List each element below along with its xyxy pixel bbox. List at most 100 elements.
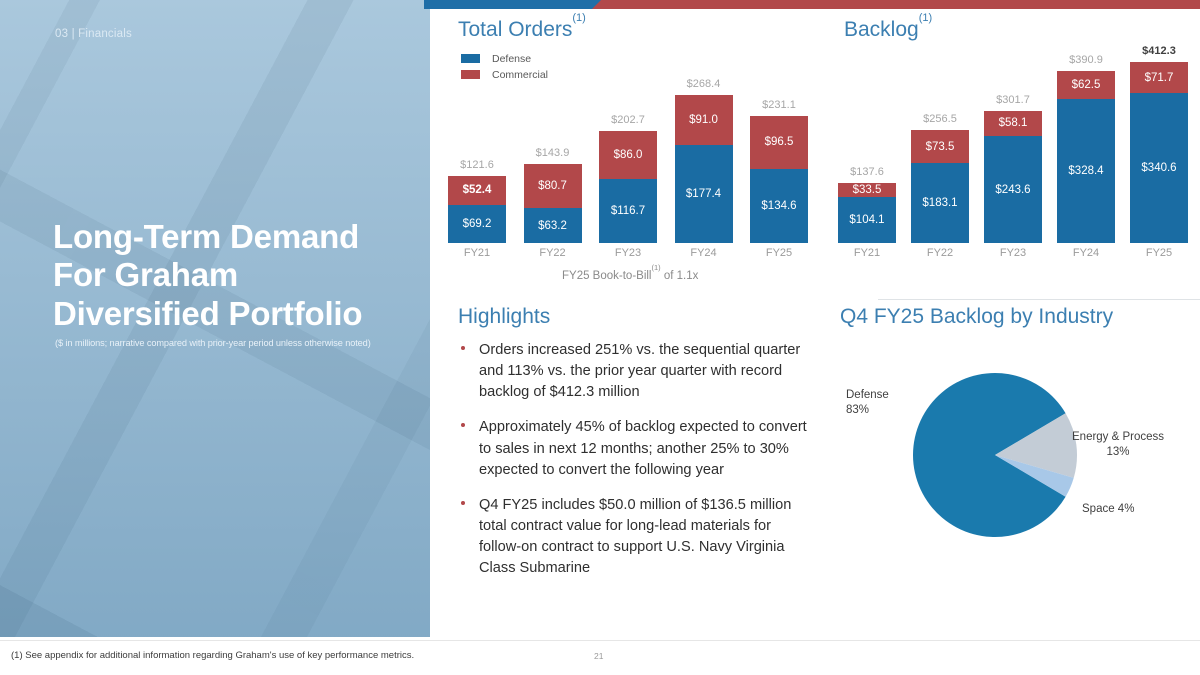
hero-color-wash bbox=[0, 0, 430, 637]
legend-label-defense: Defense bbox=[492, 52, 532, 65]
bar-total-label: $202.7 bbox=[611, 114, 645, 127]
bar-segment-commercial-label: $80.7 bbox=[538, 179, 567, 192]
page-title-line-1: Long-Term Demand bbox=[53, 218, 360, 255]
bar-category-label: FY21 bbox=[853, 247, 881, 259]
bar-segment-commercial-label: $52.4 bbox=[462, 184, 492, 197]
bar-segment-commercial-label: $62.5 bbox=[1071, 79, 1101, 92]
bar-total-label: $390.9 bbox=[1069, 54, 1103, 67]
bar-segment-defense-label: $340.6 bbox=[1141, 162, 1177, 175]
footnote-text: (1) See appendix for additional informat… bbox=[11, 650, 415, 661]
bar-segment-defense-label: $243.6 bbox=[995, 183, 1031, 196]
bar-category-label: FY22 bbox=[539, 247, 566, 259]
bar-segment-commercial-label: $71.7 bbox=[1144, 71, 1174, 84]
bar-segment-defense: $116.7 bbox=[599, 178, 657, 243]
bullet-dot-icon bbox=[461, 423, 465, 428]
bar-category-label: FY25 bbox=[765, 247, 793, 259]
bar-category-label: FY21 bbox=[463, 247, 491, 259]
pie-callout-defense-value: 83% bbox=[846, 403, 870, 416]
bar-segment-defense: $340.6 bbox=[1130, 93, 1188, 243]
bar-group: $137.6 $33.5 $104.1 FY21 bbox=[838, 166, 896, 259]
page-title: Long-Term Demand For Graham Diversified … bbox=[53, 218, 433, 333]
bar-total-label: $137.6 bbox=[850, 165, 884, 178]
bar-segment-commercial: $58.1 bbox=[984, 110, 1042, 137]
bullet-dot-icon bbox=[461, 500, 465, 505]
page-number: 21 bbox=[594, 651, 604, 661]
bar-segment-commercial: $96.5 bbox=[750, 115, 808, 169]
backlog-title: Backlog(1) bbox=[844, 12, 932, 42]
backlog-chart: $137.6 $33.5 $104.1 FY21 $256.5 $73.5 $183.1 FY… bbox=[838, 45, 1188, 259]
bar-segment-defense-label: $177.4 bbox=[685, 188, 722, 201]
bar-segment-commercial-label: $96.5 bbox=[764, 136, 794, 149]
hero-panel bbox=[0, 0, 430, 637]
bar-category-label: FY22 bbox=[926, 247, 954, 259]
bar-group: $390.9 $62.5 $328.4 FY24 bbox=[1057, 54, 1115, 259]
legend-label-commercial: Commercial bbox=[492, 68, 549, 81]
bar-segment-defense-label: $104.1 bbox=[849, 214, 885, 227]
legend-swatch-defense bbox=[461, 54, 480, 63]
bar-total-label: $143.9 bbox=[535, 146, 570, 159]
bar-segment-commercial: $80.7 bbox=[523, 163, 582, 209]
pie-slice-energy-process bbox=[995, 413, 1077, 478]
pie-callout-energy-process: Energy & Process 13% bbox=[1072, 430, 1164, 460]
bar-segment-defense-label: $63.2 bbox=[538, 219, 567, 232]
bar-group: $143.9 $80.7 $63.2 FY22 bbox=[523, 147, 582, 259]
bar-segment-defense: $177.4 bbox=[674, 145, 733, 243]
pie-slice-defense bbox=[912, 373, 1066, 537]
bar-segment-commercial-label: $91.0 bbox=[689, 114, 718, 127]
highlight-bullet-text: Orders increased 251% vs. the sequential… bbox=[479, 342, 801, 401]
bar-group: $231.1 $96.5 $134.6 FY25 bbox=[750, 99, 808, 259]
bar-segment-commercial: $52.4 bbox=[448, 175, 506, 205]
bar-total-label: $121.6 bbox=[460, 158, 494, 171]
bar-total-label: $268.4 bbox=[686, 78, 721, 90]
bar-segment-commercial-label: $86.0 bbox=[613, 148, 643, 161]
pie-callout-space: Space 4% bbox=[1082, 502, 1134, 517]
accent-bar-red bbox=[592, 0, 1200, 9]
page-subtitle: ($ in millions; narrative compared with … bbox=[55, 338, 371, 348]
pie-callout-energy-process-value: 13% bbox=[1106, 445, 1130, 458]
bar-segment-commercial-label: $33.5 bbox=[852, 183, 882, 196]
highlight-bullet-item: Q4 FY25 includes $50.0 million of $136.5… bbox=[458, 495, 813, 580]
bar-segment-commercial: $33.5 bbox=[838, 182, 896, 198]
backlog-by-industry-chart: Defense 83% Energy & Process 13% Space 4… bbox=[832, 300, 1192, 600]
highlight-bullet-text: Q4 FY25 includes $50.0 million of $136.5… bbox=[479, 496, 792, 577]
bar-category-label: FY25 bbox=[1145, 247, 1173, 259]
pie-callout-energy-process-label: Energy & Process bbox=[1072, 431, 1165, 443]
total-orders-title-text: Total Orders bbox=[458, 18, 573, 41]
chart-legend: Defense Commercial bbox=[461, 51, 548, 83]
backlog-footnote-ref: (1) bbox=[918, 12, 933, 25]
legend-item-defense: Defense bbox=[461, 51, 548, 66]
bar-segment-defense: $328.4 bbox=[1057, 98, 1115, 243]
bar-group: $202.7 $86.0 $116.7 FY23 bbox=[599, 114, 657, 259]
bar-total-label: $256.5 bbox=[923, 113, 957, 126]
accent-bar-blue bbox=[424, 0, 604, 9]
bar-segment-defense: $134.6 bbox=[750, 168, 808, 243]
bar-segment-commercial: $71.7 bbox=[1130, 62, 1188, 94]
bar-segment-defense: $243.6 bbox=[984, 136, 1042, 243]
pie-callout-space-label: Space 4% bbox=[1082, 503, 1135, 515]
bar-segment-commercial: $73.5 bbox=[911, 130, 969, 163]
bar-total-label: $412.3 bbox=[1142, 45, 1176, 57]
bar-segment-defense-label: $116.7 bbox=[610, 204, 646, 217]
pie-slices bbox=[912, 373, 1077, 537]
section-eyebrow: 03 | Financials bbox=[55, 28, 132, 40]
bar-segment-commercial: $91.0 bbox=[674, 95, 733, 146]
bar-segment-commercial: $62.5 bbox=[1057, 71, 1115, 99]
bar-group: $412.3 $71.7 $340.6 FY25 bbox=[1130, 45, 1188, 259]
highlights-list: Orders increased 251% vs. the sequential… bbox=[458, 340, 813, 594]
bar-segment-defense-label: $328.4 bbox=[1068, 164, 1104, 177]
bar-total-label: $231.1 bbox=[762, 98, 796, 111]
bar-total-label: $301.7 bbox=[996, 93, 1030, 106]
bar-segment-defense-label: $134.6 bbox=[761, 199, 797, 212]
highlight-bullet-item: Orders increased 251% vs. the sequential… bbox=[458, 340, 813, 403]
pie-panel-title: Q4 FY25 Backlog by Industry bbox=[840, 305, 1114, 328]
book-to-bill-footnote-ref: (1) bbox=[651, 262, 661, 272]
bar-segment-defense-label: $69.2 bbox=[462, 217, 492, 230]
bar-segment-commercial: $86.0 bbox=[599, 131, 657, 179]
book-to-bill-note: FY25 Book-to-Bill(1) of 1.1x bbox=[562, 263, 699, 282]
total-orders-title: Total Orders(1) bbox=[458, 12, 586, 42]
bar-segment-defense: $183.1 bbox=[911, 162, 969, 244]
book-to-bill-note-post: of 1.1x bbox=[660, 269, 699, 282]
page-title-line-2: For Graham bbox=[53, 256, 239, 294]
bar-segment-defense: $104.1 bbox=[838, 197, 896, 243]
